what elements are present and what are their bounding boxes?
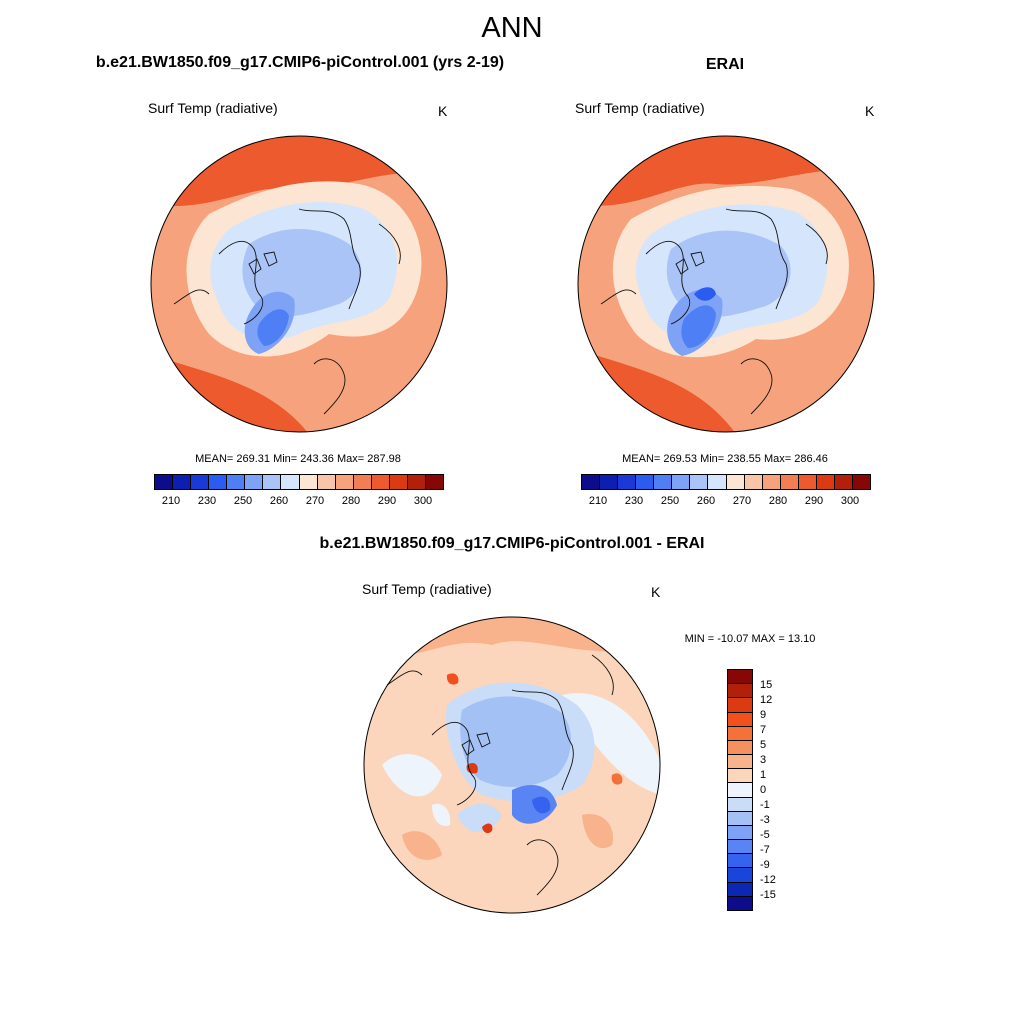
colorbar-swatch [389,475,408,489]
colorbar-swatch [600,475,619,489]
colorbar-swatch [728,712,752,727]
colorbar-swatch [263,475,282,489]
colorbar-swatch [335,475,354,489]
colorbar-swatch [425,475,443,489]
colorbar-swatch [798,475,817,489]
colorbar-tick: 12 [760,694,773,706]
obs-colorbar [581,474,871,490]
colorbar-tick: -12 [760,874,776,886]
colorbar-tick: 0 [760,784,767,796]
diff-units-label: K [651,584,661,600]
colorbar-swatch [744,475,763,489]
colorbar-swatch [317,475,336,489]
colorbar-tick: -15 [760,889,776,901]
colorbar-swatch [227,475,246,489]
figure-title: ANN [481,12,543,44]
model-polar-map [150,135,448,433]
obs-units-label: K [865,103,875,119]
diff-stats: MIN = -10.07 MAX = 13.10 [684,633,816,645]
colorbar-swatch [708,475,727,489]
colorbar-swatch [636,475,655,489]
colorbar-tick: 210 [588,495,608,507]
diff-colorbar [727,669,753,911]
obs-variable-label: Surf Temp (radiative) [575,100,705,116]
colorbar-swatch [728,825,752,841]
colorbar-tick: -5 [760,829,770,841]
colorbar-swatch [728,769,752,784]
colorbar-swatch [728,740,752,756]
colorbar-swatch [816,475,835,489]
colorbar-swatch [407,475,426,489]
colorbar-swatch [852,475,870,489]
model-units-label: K [438,103,448,119]
colorbar-swatch [728,783,752,798]
model-stats: MEAN= 269.31 Min= 243.36 Max= 287.98 [195,453,401,465]
colorbar-tick: 250 [660,495,680,507]
colorbar-swatch [690,475,709,489]
colorbar-tick: -1 [760,799,770,811]
model-panel-title: b.e21.BW1850.f09_g17.CMIP6-piControl.001… [95,54,505,71]
colorbar-swatch [281,475,300,489]
colorbar-swatch [173,475,192,489]
model-variable-label: Surf Temp (radiative) [148,100,278,116]
colorbar-tick: 300 [840,495,860,507]
model-colorbar [154,474,444,490]
colorbar-swatch [618,475,637,489]
colorbar-swatch [780,475,799,489]
colorbar-swatch [728,726,752,741]
colorbar-swatch [672,475,691,489]
diff-panel-title: b.e21.BW1850.f09_g17.CMIP6-piControl.001… [319,535,705,552]
colorbar-tick: 15 [760,679,773,691]
colorbar-tick: 5 [760,739,767,751]
colorbar-swatch [728,868,752,883]
colorbar-swatch [371,475,390,489]
colorbar-swatch [299,475,318,489]
colorbar-tick: 290 [377,495,397,507]
obs-polar-map [577,135,875,433]
obs-stats: MEAN= 269.53 Min= 238.55 Max= 286.46 [622,453,828,465]
colorbar-tick: 230 [197,495,217,507]
colorbar-tick: 3 [760,754,767,766]
colorbar-tick: 280 [341,495,361,507]
colorbar-swatch [728,840,752,855]
colorbar-swatch [726,475,745,489]
colorbar-tick: 290 [804,495,824,507]
diff-polar-map [363,616,661,914]
colorbar-swatch [654,475,673,489]
colorbar-swatch [834,475,853,489]
colorbar-swatch [155,475,174,489]
colorbar-tick: 210 [161,495,181,507]
colorbar-swatch [245,475,264,489]
colorbar-swatch [728,755,752,770]
colorbar-tick: 300 [413,495,433,507]
colorbar-tick: -7 [760,844,770,856]
colorbar-swatch [728,811,752,826]
colorbar-swatch [728,882,752,897]
colorbar-swatch [728,698,752,713]
colorbar-tick: 270 [732,495,752,507]
colorbar-swatch [728,854,752,869]
colorbar-swatch [209,475,228,489]
obs-panel-title: ERAI [705,56,745,73]
colorbar-tick: 250 [233,495,253,507]
colorbar-tick: -9 [760,859,770,871]
colorbar-swatch [582,475,601,489]
colorbar-tick: 7 [760,724,767,736]
colorbar-tick: -3 [760,814,770,826]
colorbar-tick: 260 [696,495,716,507]
colorbar-swatch [353,475,372,489]
colorbar-tick: 9 [760,709,767,721]
colorbar-tick: 280 [768,495,788,507]
colorbar-tick: 1 [760,769,767,781]
colorbar-swatch [728,896,752,910]
colorbar-swatch [728,670,752,685]
colorbar-tick: 270 [305,495,325,507]
colorbar-tick: 260 [269,495,289,507]
colorbar-tick: 230 [624,495,644,507]
colorbar-swatch [728,797,752,812]
colorbar-swatch [191,475,210,489]
diff-variable-label: Surf Temp (radiative) [362,581,492,597]
colorbar-swatch [762,475,781,489]
colorbar-swatch [728,684,752,699]
